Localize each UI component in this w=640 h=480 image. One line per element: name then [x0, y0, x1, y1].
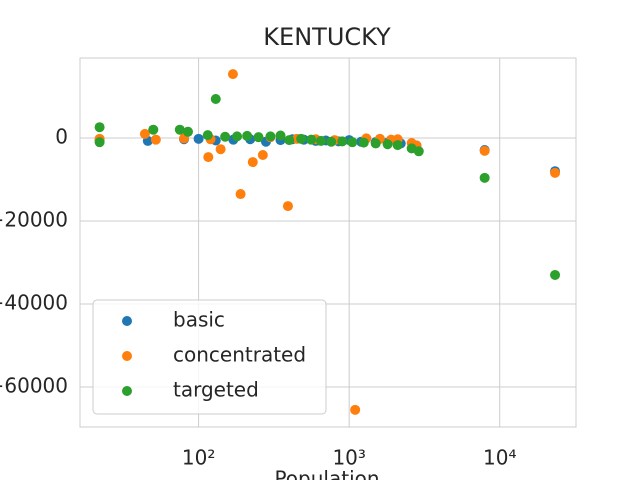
point	[284, 135, 295, 146]
legend-label: basic	[173, 308, 225, 332]
point	[182, 126, 193, 137]
y-tick-label: −20000	[0, 208, 68, 232]
legend-marker	[122, 316, 132, 326]
point	[479, 145, 490, 156]
point	[210, 94, 221, 104]
x-axis-label: Population	[274, 467, 379, 480]
point	[215, 144, 226, 155]
point	[347, 137, 358, 148]
point	[203, 152, 214, 163]
point	[358, 137, 369, 148]
point	[174, 124, 185, 135]
point	[220, 131, 231, 142]
point	[150, 134, 161, 145]
point	[94, 137, 105, 148]
point	[202, 130, 213, 141]
legend-label: targeted	[173, 378, 259, 402]
point	[413, 146, 424, 157]
y-tick-label: −60000	[0, 373, 68, 397]
point	[265, 131, 276, 142]
point	[232, 131, 243, 142]
point	[275, 130, 286, 141]
plot-frame	[79, 57, 577, 428]
point	[193, 133, 204, 144]
y-tick-label: −40000	[0, 291, 68, 315]
point	[139, 128, 150, 139]
legend-box	[92, 299, 327, 415]
point	[296, 133, 307, 144]
point	[337, 136, 348, 147]
point	[242, 130, 253, 141]
point	[235, 189, 246, 200]
point	[392, 140, 403, 151]
x-tick-label: 10²	[182, 446, 215, 470]
legend-marker	[122, 351, 132, 361]
point	[350, 404, 361, 415]
point	[479, 172, 490, 183]
point	[282, 201, 293, 212]
x-tick-label: 10³	[332, 446, 365, 470]
point	[253, 132, 264, 143]
point	[550, 167, 561, 178]
chart-title: KENTUCKY	[263, 23, 391, 51]
point	[247, 157, 258, 168]
x-tick-label: 10⁴	[483, 446, 516, 470]
legend-label: concentrated	[173, 343, 306, 367]
point	[227, 69, 238, 80]
legend-marker	[122, 386, 132, 396]
point	[382, 139, 393, 150]
point	[370, 138, 381, 149]
point	[326, 136, 337, 147]
point	[148, 124, 159, 135]
y-tick-label: 0	[55, 125, 68, 149]
point	[257, 150, 268, 161]
point	[94, 122, 105, 133]
point	[550, 269, 561, 280]
point	[316, 135, 327, 146]
point	[306, 134, 317, 145]
